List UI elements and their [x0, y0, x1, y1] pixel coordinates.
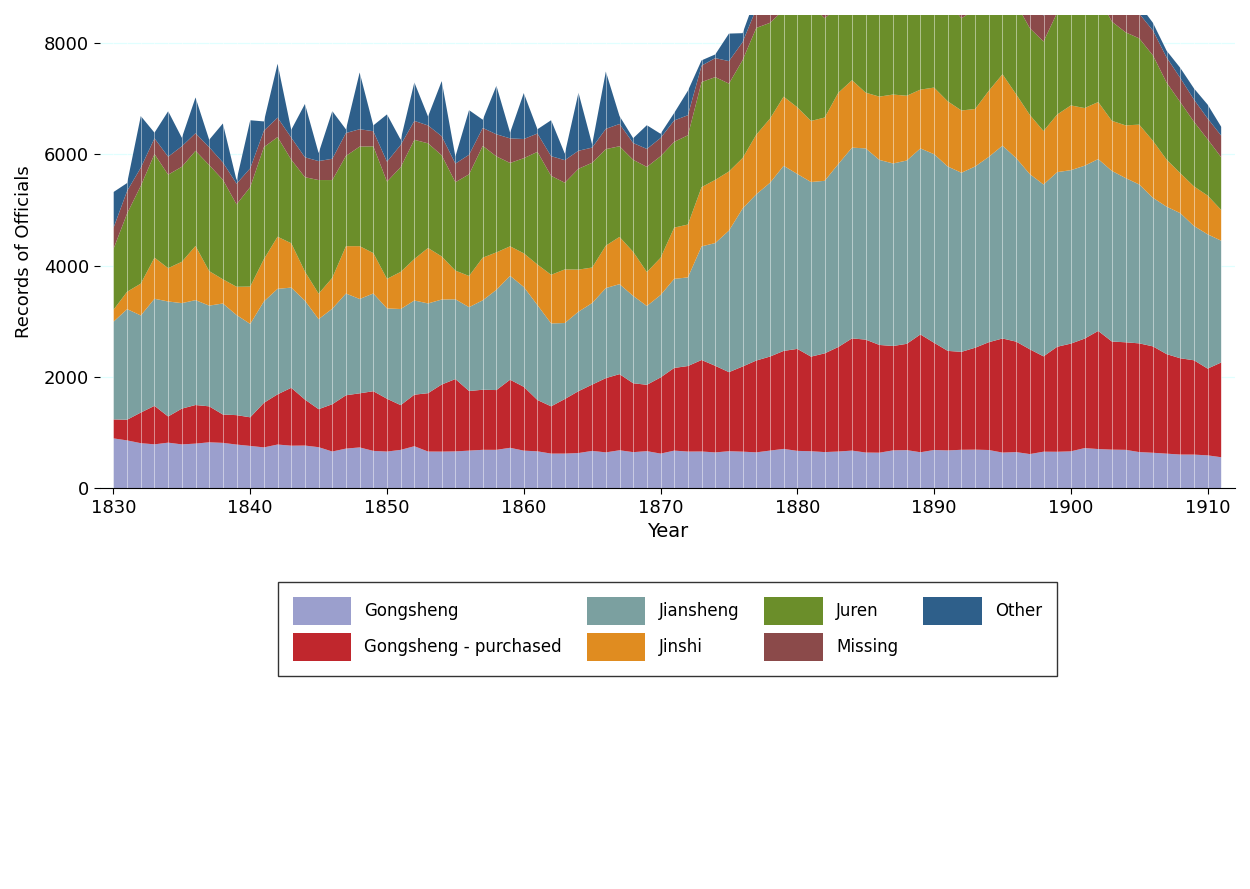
X-axis label: Year: Year: [646, 522, 688, 541]
Legend: Gongsheng, Gongsheng - purchased, Jiansheng, Jinshi, Juren, Missing, Other: Gongsheng, Gongsheng - purchased, Jiansh…: [278, 581, 1058, 676]
Y-axis label: Records of Officials: Records of Officials: [15, 165, 32, 338]
